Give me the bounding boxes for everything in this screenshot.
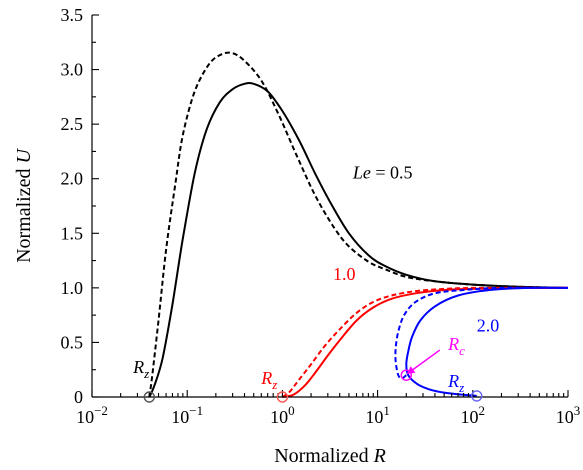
annotation-rz-black: Rz [132,357,149,381]
point-marker-3 [471,390,483,402]
y-tick-label: 3.5 [61,5,84,25]
y-tick-label: 1.5 [61,223,84,243]
series-line-1 [148,51,569,398]
series-line-0 [148,81,569,398]
x-tick-label: 103 [556,403,581,427]
series-line-3 [281,286,568,398]
annotation-rc-magenta: Rc [447,334,465,358]
x-tick-label: 102 [461,403,486,427]
y-tick-label: 0.5 [61,332,84,352]
y-tick-label: 0 [74,387,83,407]
y-tick-label: 2.5 [61,114,84,134]
y-tick-label: 1.0 [61,278,84,298]
point-marker-2 [400,369,412,381]
plot-series [148,51,569,398]
y-tick-label: 3.0 [61,60,84,80]
annotation-le-20: 2.0 [477,316,500,336]
annotations: Le = 0.5 1.0 2.0 Rz Rz Rz Rc [132,163,500,403]
annotation-le-10: 1.0 [333,264,356,284]
x-tick-label: 10−1 [171,403,203,427]
series-line-4 [405,286,569,397]
series-line-5 [394,286,569,380]
point-marker-0 [143,391,156,403]
annotation-rz-red: Rz [260,368,277,392]
axes: 10−2 10−1 100 101 102 103 0 0.5 1.0 1.5 2.0 2.5 3.0 3… [13,5,580,467]
y-tick-label: 2.0 [61,169,84,189]
annotation-le-05: Le = 0.5 [352,163,413,183]
y-axis-title: Normalized U [13,148,35,263]
series-line-2 [282,286,569,398]
rc-arrow [406,349,441,375]
x-tick-label: 10−2 [76,403,108,427]
annotation-rz-blue: Rz [447,371,464,395]
x-axis-title: Normalized R [274,445,386,467]
point-marker-1 [276,391,289,403]
x-tick-label: 100 [270,403,295,427]
x-tick-label: 101 [365,403,390,427]
